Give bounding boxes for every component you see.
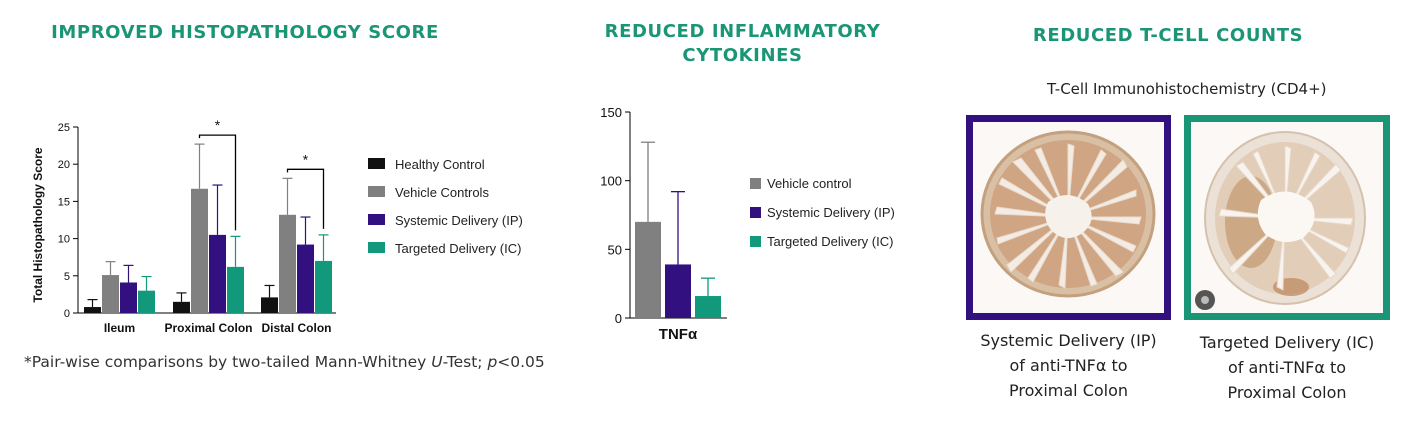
x-tick-label: TNFα [659,326,698,343]
bar-healthy-control-proximal-colon [173,301,190,313]
bar-healthy-control-distal-colon [261,297,278,313]
cytokine-chart: 0 50 100 150 TNFα Vehicle control Systemic Del… [600,105,895,343]
ihc-caption-systemic-line3: Proximal Colon [1008,381,1129,400]
significance-bracket [198,134,237,231]
y-tick-label: 15 [58,196,70,208]
legend-label-systemic-delivery-ip: Systemic Delivery (IP) [395,213,523,228]
ihc-caption-systemic: Systemic Delivery (IP) of anti-TNFα to P… [966,328,1171,403]
y-tick-label: 5 [64,271,70,283]
y-tick-label: 50 [608,242,622,257]
ihc-subtitle: T-Cell Immunohistochemistry (CD4+) [1047,80,1327,98]
bar-systemic-delivery-ip [665,264,691,318]
ihc-caption-systemic-line1: Systemic Delivery (IP) [980,331,1157,350]
ihc-caption-targeted-line3: Proximal Colon [1227,383,1347,402]
footnote-suffix: <0.05 [497,353,545,371]
ihc-image-systemic [966,115,1171,320]
x-tick-label: Proximal Colon [164,321,252,335]
legend-swatch-targeted-delivery-ic [368,242,385,253]
footnote-prefix: *Pair-wise comparisons by two-tailed Man… [24,353,432,371]
histopathology-chart: 0 5 10 15 20 25 Total Histopathology Score Ileu… [31,117,523,335]
legend-swatch-healthy-control [368,158,385,169]
y-tick-label: 100 [600,174,622,189]
bar-vehicle-control [635,221,661,318]
bar-systemic-delivery-ip-ileum [120,282,137,313]
ihc-caption-systemic-line2: of anti-TNFα to [1009,356,1128,375]
legend-swatch-targeted-delivery-ic [750,236,761,247]
y-tick-label: 20 [58,159,70,171]
colon-section-image-targeted [1195,131,1366,310]
significance-marker: * [303,151,309,167]
bar-targeted-delivery-ic-proximal-colon [227,266,244,313]
significance-marker: * [215,117,221,133]
footnote-u: U [431,353,443,371]
x-tick-label: Distal Colon [261,321,331,335]
legend-swatch-vehicle-control [750,178,761,189]
legend-label-systemic-delivery-ip: Systemic Delivery (IP) [767,205,895,220]
bar-vehicle-controls-ileum [102,275,119,313]
legend-swatch-vehicle-controls [368,186,385,197]
cytokine-title-line1: REDUCED INFLAMMATORY [604,21,881,42]
significance-bracket [286,168,325,229]
legend-label-targeted-delivery-ic: Targeted Delivery (IC) [395,241,521,256]
bar-healthy-control-ileum [84,307,101,313]
stats-footnote: *Pair-wise comparisons by two-tailed Man… [24,353,545,371]
colon-section-image-systemic [980,130,1156,298]
bar-systemic-delivery-ip-proximal-colon [209,234,226,313]
ihc-caption-targeted-line1: Targeted Delivery (IC) [1199,333,1375,352]
footnote-p: p [487,353,498,371]
y-tick-label: 150 [600,105,622,120]
legend-label-healthy-control: Healthy Control [395,157,485,172]
bar-targeted-delivery-ic [695,296,721,318]
y-axis-label: Total Histopathology Score [31,147,45,302]
y-tick-label: 25 [58,122,70,134]
y-tick-label: 10 [58,234,70,246]
tcell-panel-title: REDUCED T-CELL COUNTS [1032,25,1304,46]
ihc-caption-targeted: Targeted Delivery (IC) of anti-TNFα to P… [1184,330,1390,405]
legend-swatch-systemic-delivery-ip [368,214,385,225]
footnote-mid: -Test; [442,353,488,371]
bar-vehicle-controls-distal-colon [279,214,296,313]
cytokine-title-line2: CYTOKINES [682,45,803,66]
y-tick-label: 0 [64,308,70,320]
legend-label-targeted-delivery-ic: Targeted Delivery (IC) [767,234,893,249]
y-tick-label: 0 [615,311,622,326]
bar-systemic-delivery-ip-distal-colon [297,244,314,313]
bar-vehicle-controls-proximal-colon [191,188,208,313]
bar-targeted-delivery-ic-ileum [138,290,155,313]
legend-label-vehicle-control: Vehicle control [767,176,852,191]
ihc-caption-targeted-line2: of anti-TNFα to [1227,358,1347,377]
legend-swatch-systemic-delivery-ip [750,207,761,218]
x-tick-label: Ileum [104,321,135,335]
ihc-image-targeted [1184,115,1390,320]
histo-panel-title: IMPROVED HISTOPATHOLOGY SCORE [51,22,439,43]
cytokine-panel-title: REDUCED INFLAMMATORY CYTOKINES [590,20,895,68]
legend-label-vehicle-controls: Vehicle Controls [395,185,489,200]
bar-targeted-delivery-ic-distal-colon [315,260,332,313]
